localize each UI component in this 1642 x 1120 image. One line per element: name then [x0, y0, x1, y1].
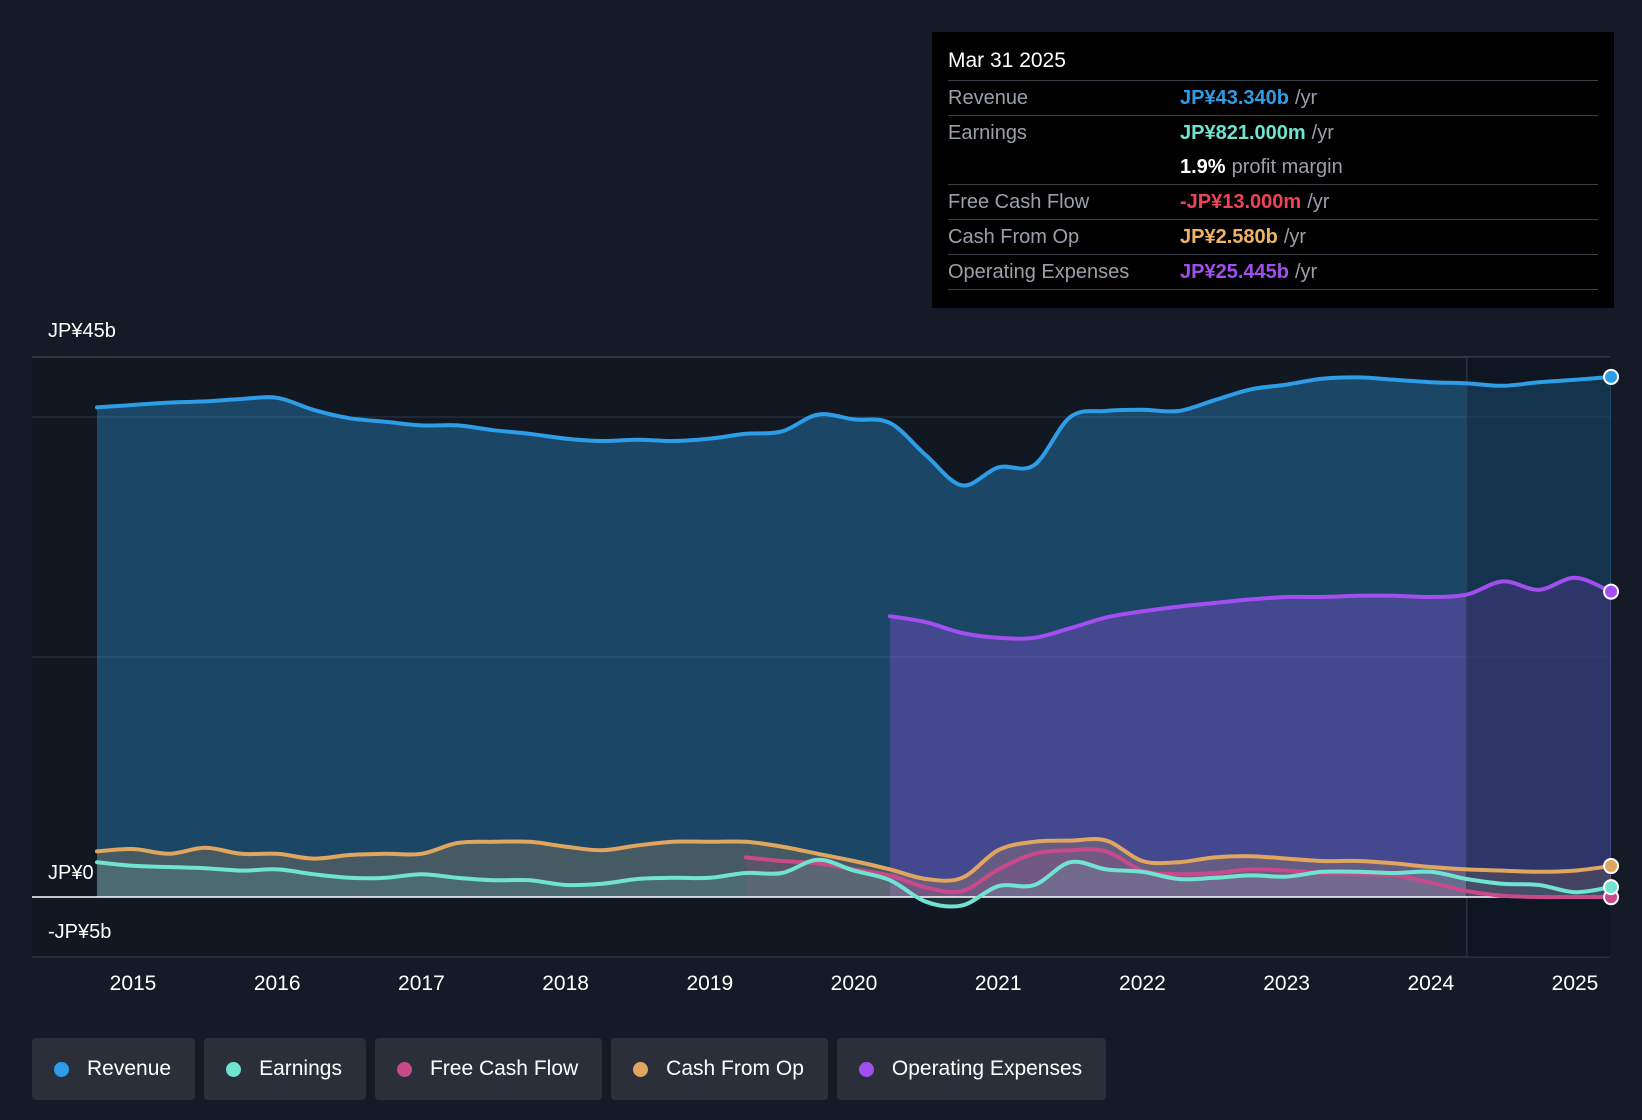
x-tick-label: 2019 [686, 972, 733, 995]
endpoint-cash-from-op [1603, 858, 1620, 875]
legend-label: Operating Expenses [891, 1057, 1083, 1080]
legend-dot-icon [858, 1061, 874, 1077]
tooltip-unit: /yr [1307, 190, 1330, 213]
x-tick-label: 2021 [975, 972, 1022, 995]
legend-item-earnings[interactable]: Earnings [204, 1038, 366, 1100]
legend-dot-icon [633, 1061, 649, 1077]
legend-item-cash-from-op[interactable]: Cash From Op [611, 1038, 828, 1100]
tooltip-label: Cash From Op [948, 225, 1080, 248]
tooltip-value: 1.9% [1180, 155, 1226, 178]
area-operating-expenses [890, 577, 1611, 897]
endpoint-operating-expenses [1603, 583, 1620, 600]
legend-label: Earnings [259, 1057, 342, 1080]
tooltip-row-cash-from-op: Cash From Op JP¥2.580b /yr [948, 219, 1598, 254]
line-free-cash-flow [743, 847, 1613, 900]
line-operating-expenses [888, 575, 1613, 641]
tooltip-label: Revenue [948, 86, 1029, 109]
tooltip-label: Operating Expenses [948, 260, 1130, 283]
recent-period-shade [1466, 357, 1610, 957]
y-tick-label-zero: JP¥0 [48, 862, 94, 884]
legend-item-free-cash-flow[interactable]: Free Cash Flow [374, 1038, 603, 1100]
legend-dot-icon [396, 1061, 412, 1077]
tooltip-date: Mar 31 2025 [948, 49, 1066, 72]
legend: Revenue Earnings Free Cash Flow Cash Fro… [32, 1038, 1107, 1100]
tooltip-value: JP¥25.445b [1180, 260, 1289, 283]
endpoint-revenue [1603, 368, 1620, 385]
tooltip-value: JP¥43.340b [1180, 86, 1289, 109]
tooltip-unit: /yr [1294, 86, 1318, 109]
x-tick-label: 2025 [1552, 972, 1599, 995]
legend-item-operating-expenses[interactable]: Operating Expenses [836, 1038, 1107, 1100]
tooltip-row-earnings: Earnings JP¥821.000m /yr [948, 115, 1598, 150]
area-revenue [97, 376, 1611, 897]
tooltip-row-free-cash-flow: Free Cash Flow -JP¥13.000m /yr [948, 184, 1598, 219]
legend-dot-icon [226, 1061, 242, 1077]
tooltip-unit: /yr [1283, 225, 1307, 248]
tooltip-unit: /yr [1294, 260, 1318, 283]
endpoint-earnings [1603, 879, 1620, 896]
tooltip-row-profit-margin: 1.9% profit margin [948, 150, 1598, 184]
x-tick-label: 2018 [542, 972, 589, 995]
line-cash-from-op [95, 837, 1613, 883]
x-tick-label: 2024 [1407, 972, 1454, 995]
tooltip-value: JP¥2.580b [1180, 225, 1278, 248]
y-tick-label-bottom: -JP¥5b [48, 921, 112, 943]
tooltip-unit: profit margin [1231, 155, 1343, 178]
y-tick-label-top: JP¥45b [48, 320, 116, 342]
tooltip-value: -JP¥13.000m [1180, 190, 1302, 213]
x-tick-label: 2017 [398, 972, 445, 995]
legend-label: Free Cash Flow [429, 1057, 579, 1080]
x-tick-label: 2022 [1119, 972, 1166, 995]
line-earnings [95, 857, 1613, 909]
legend-item-revenue[interactable]: Revenue [32, 1038, 196, 1100]
legend-dot-icon [54, 1061, 69, 1077]
x-tick-label: 2020 [831, 972, 878, 995]
tooltip-row-revenue: Revenue JP¥43.340b /yr [948, 80, 1598, 115]
line-revenue [95, 374, 1613, 488]
tooltip-label: Earnings [948, 121, 1027, 144]
legend-label: Cash From Op [666, 1057, 804, 1080]
area-free-cash-flow [745, 849, 1611, 898]
tooltip-row-operating-expenses: Operating Expenses JP¥25.445b /yr [948, 254, 1598, 290]
tooltip-label: Free Cash Flow [948, 190, 1090, 213]
tooltip-panel: Mar 31 2025 Revenue JP¥43.340b /yr Earni… [932, 32, 1614, 308]
legend-label: Revenue [87, 1057, 172, 1080]
tooltip-value: JP¥821.000m [1180, 121, 1306, 144]
tooltip-unit: /yr [1311, 121, 1334, 144]
area-earnings [97, 859, 1611, 907]
x-tick-label: 2015 [110, 972, 157, 995]
x-tick-label: 2023 [1263, 972, 1310, 995]
x-tick-label: 2016 [254, 972, 301, 995]
